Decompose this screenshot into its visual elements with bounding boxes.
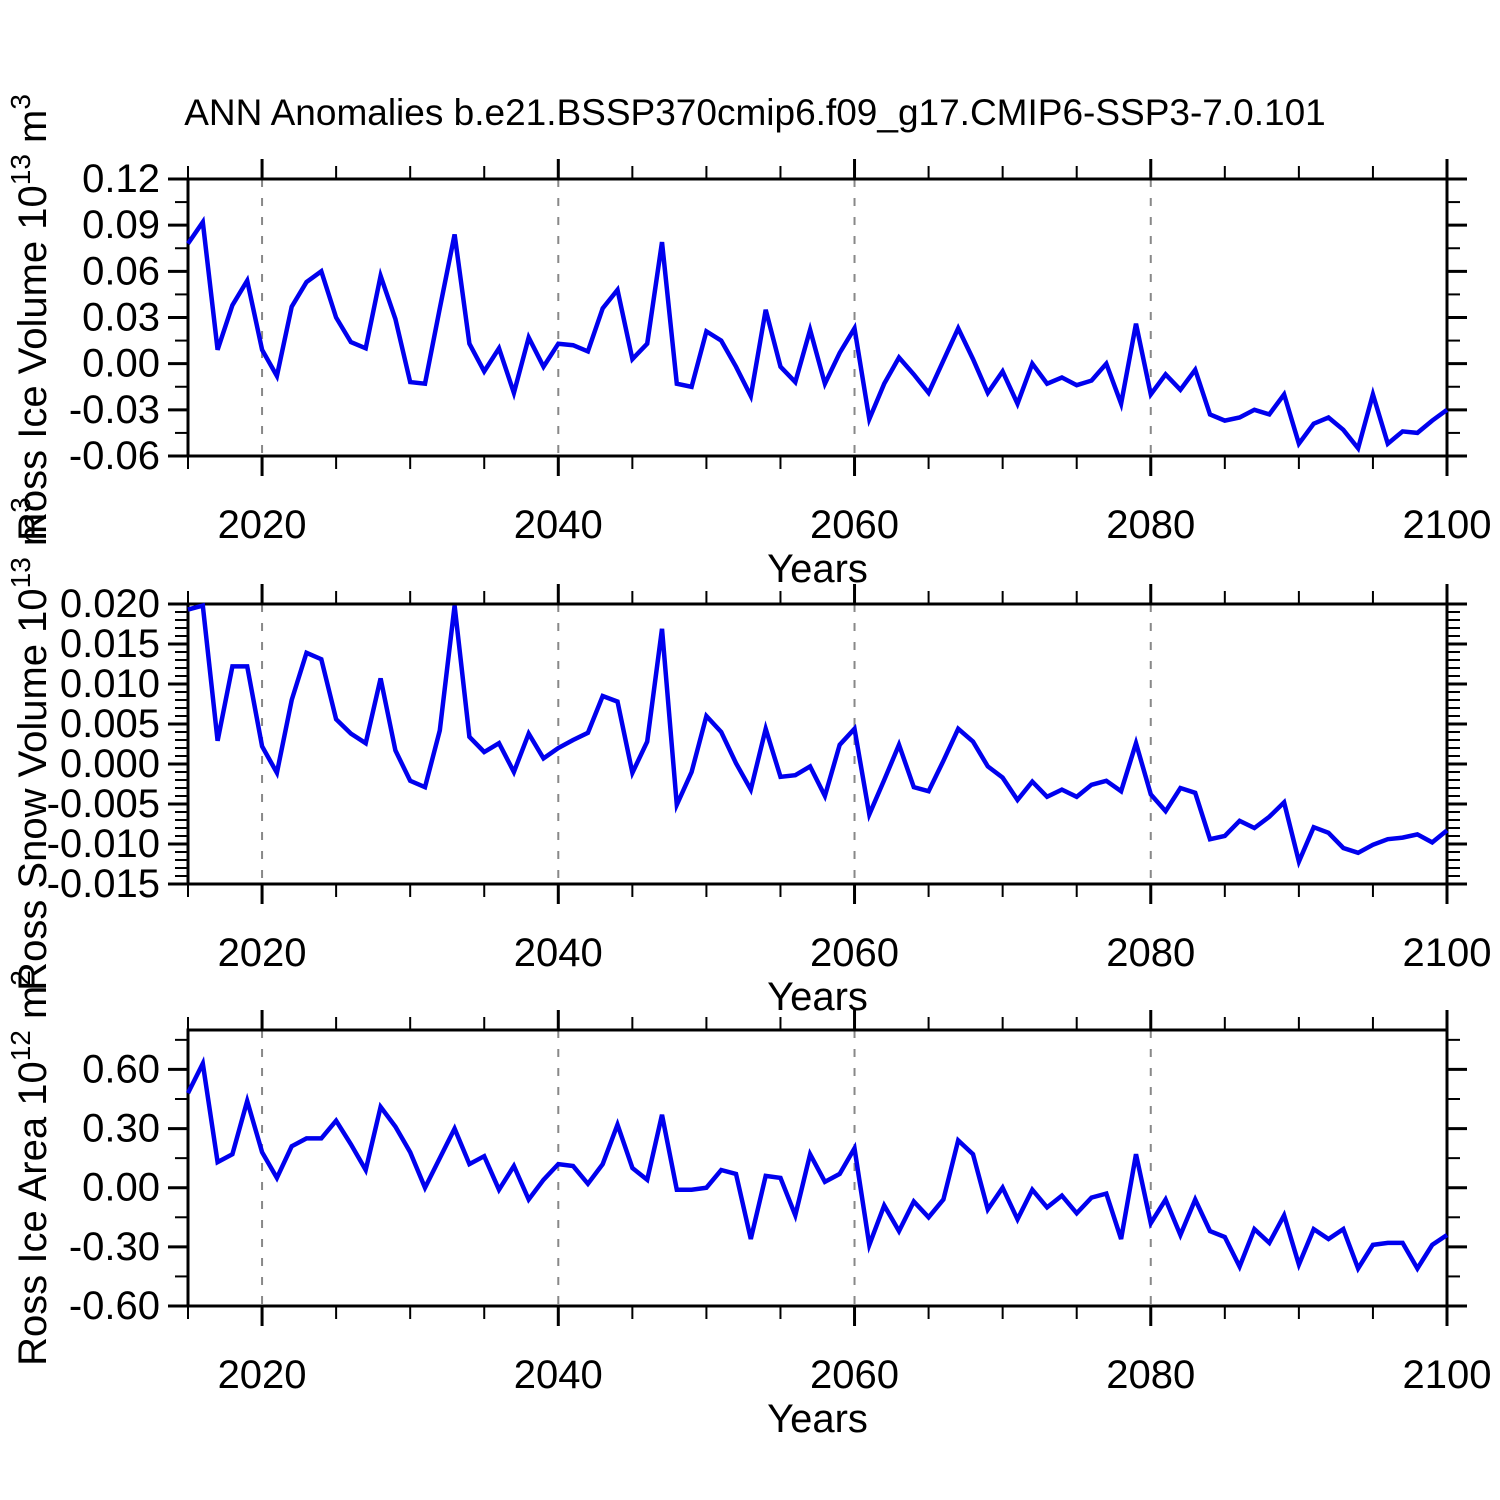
x-tick-label: 2080 [1106,503,1195,547]
y-tick-label: -0.06 [69,434,160,478]
y-tick-label: -0.010 [47,822,160,866]
x-tick-label: 2100 [1403,1353,1492,1397]
y-tick-label: 0.020 [60,582,160,626]
y-axis-title: Ross Ice Area 1012 m2 [5,970,55,1366]
y-tick-label: 0.12 [82,157,160,201]
x-tick-label: 2020 [218,1353,307,1397]
x-tick-label: 2040 [514,503,603,547]
x-tick-label: 2080 [1106,1353,1195,1397]
plot-frame [186,177,1449,458]
panel-1: 0.120.090.060.030.00-0.03-0.06 2020 2040 20… [5,94,1491,591]
x-tick-label: 2100 [1403,503,1492,547]
y-tick-label: -0.30 [69,1225,160,1269]
y-tick-label: 0.015 [60,622,160,666]
x-tick-label: 2040 [514,931,603,975]
x-tick-label: 2100 [1403,931,1492,975]
y-tick-label: 0.000 [60,742,160,786]
y-tick-label: 0.005 [60,702,160,746]
x-tick-label: 2060 [810,1353,899,1397]
series-line-1 [186,215,1449,454]
y-axis-title: Ross Ice Volume 1013 m3 [5,94,55,541]
y-tick-label: 0.03 [82,296,160,340]
y-tick-label: 0.010 [60,662,160,706]
y-tick-label: 0.06 [82,249,160,293]
x-axis-title: Years [767,547,868,591]
x-axis-title: Years [767,1397,868,1441]
x-tick-label: 2020 [218,503,307,547]
y-tick-label: -0.03 [69,388,160,432]
y-tick-label: 0.00 [82,342,160,386]
y-tick-label: -0.005 [47,782,160,826]
series-line-3 [185,1056,1449,1274]
series-line-2 [187,602,1449,869]
x-tick-label: 2060 [810,503,899,547]
panel-2: 0.0200.0150.0100.0050.000-0.005-0.010-0.… [5,497,1491,1019]
panel-3: 0.60 0.30 0.00 -0.30 -0.60 2020 2040 2060 2080 21… [5,970,1491,1441]
x-axis-title: Years [767,975,868,1019]
x-tick-label: 2080 [1106,931,1195,975]
x-tick-label: 2040 [514,1353,603,1397]
y-tick-label: 0.09 [82,203,160,247]
y-tick-label: -0.60 [69,1284,160,1328]
plot-frame [186,1028,1449,1308]
chart-title: ANN Anomalies b.e21.BSSP370cmip6.f09_g17… [184,92,1326,133]
x-tick-label: 2060 [810,931,899,975]
y-tick-label: 0.30 [82,1107,160,1151]
y-tick-label: 0.60 [82,1047,160,1091]
y-tick-label: 0.00 [82,1166,160,1210]
x-tick-label: 2020 [218,931,307,975]
plot-frame [186,602,1449,886]
y-tick-label: -0.015 [47,862,160,906]
y-axis-title: Ross Snow Volume 1013 m3 [5,497,55,991]
